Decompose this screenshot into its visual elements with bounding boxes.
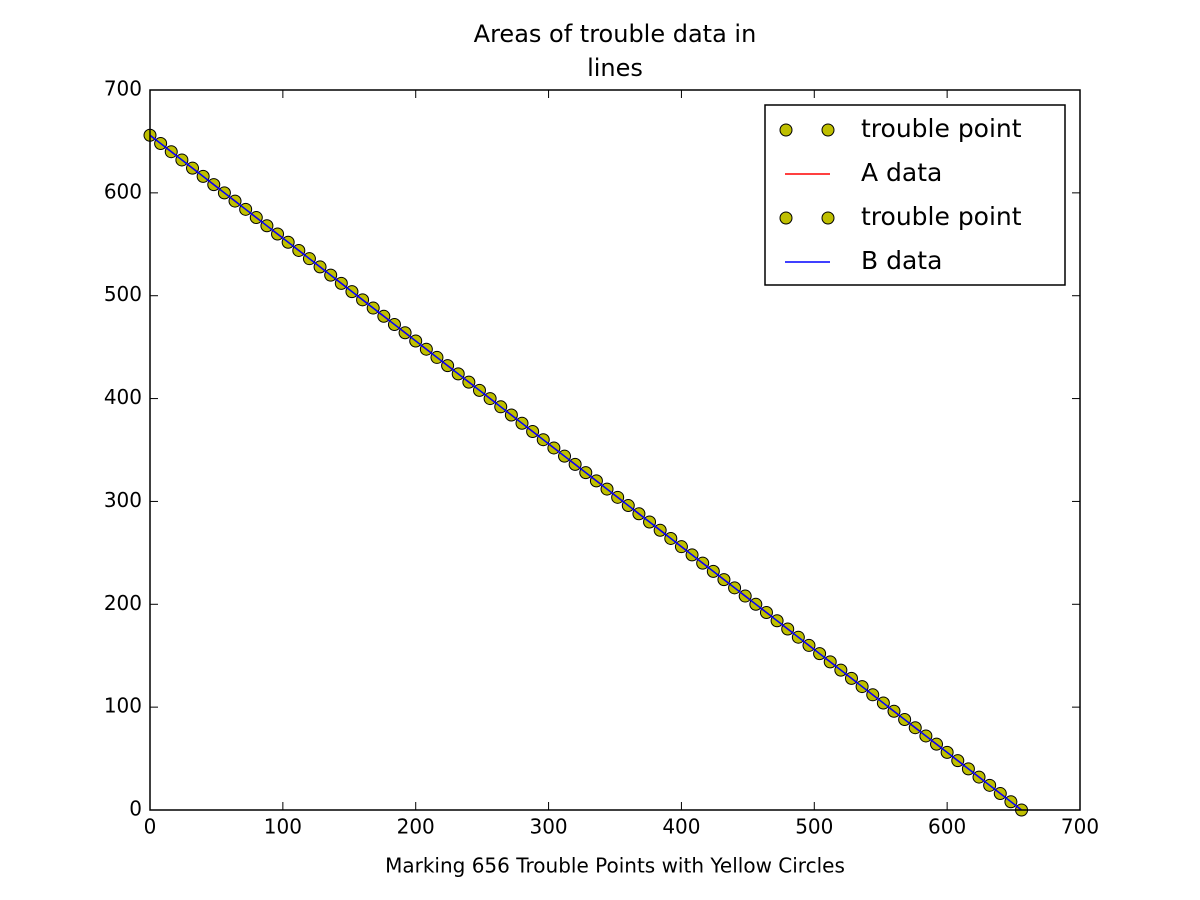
x-tick-label: 200 [397,815,435,839]
y-tick-label: 600 [104,179,142,203]
legend-marker [821,211,835,225]
y-tick-label: 0 [129,797,142,821]
y-tick-label: 400 [104,385,142,409]
axes-frame [149,89,1081,811]
y-tick-label: 100 [104,694,142,718]
legend-marker [821,123,835,137]
x-axis-label: Marking 656 Trouble Points with Yellow C… [385,854,845,878]
x-tick-label: 700 [1061,815,1099,839]
legend-label: A data [861,158,942,187]
x-tick-label: 500 [795,815,833,839]
x-tick-label: 300 [529,815,567,839]
legend-box [764,104,1066,286]
x-tick-label: 0 [144,815,157,839]
y-tick-label: 500 [104,282,142,306]
x-tick-label: 600 [928,815,966,839]
y-tick-label: 300 [104,488,142,512]
y-tick-label: 700 [104,77,142,101]
chart-title: Areas of trouble data in [474,20,757,48]
legend-marker [779,211,793,225]
legend-label: B data [861,246,942,275]
x-tick-label: 100 [264,815,302,839]
legend-marker [779,123,793,137]
legend-label: trouble point [861,202,1022,231]
legend-label: trouble point [861,114,1022,143]
x-tick-label: 400 [662,815,700,839]
y-tick-label: 200 [104,591,142,615]
chart-title: lines [587,54,643,82]
data-line [149,134,1023,811]
